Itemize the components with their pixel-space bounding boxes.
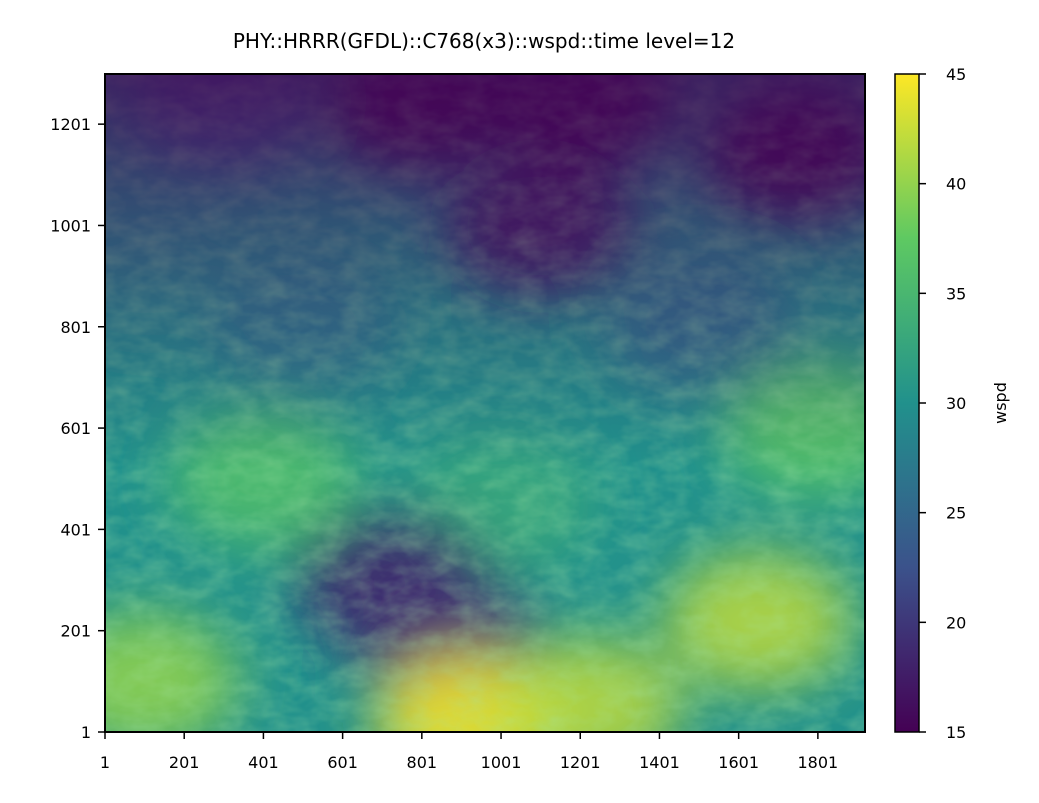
y-tick-label: 1	[81, 723, 91, 742]
colorbar-tick-label: 15	[946, 723, 966, 742]
x-tick-label: 1801	[798, 753, 839, 772]
chart-title: PHY::HRRR(GFDL)::C768(x3)::wspd::time le…	[233, 29, 735, 53]
y-tick-label: 1001	[50, 216, 91, 235]
colorbar-gradient	[894, 73, 920, 733]
colorbar-label: wspd	[991, 382, 1010, 424]
x-tick-label: 401	[248, 753, 279, 772]
x-tick-label: 1601	[718, 753, 759, 772]
colorbar: 15 20 25 30 35 40 45 wspd	[894, 65, 1010, 742]
y-tick-label: 601	[60, 419, 91, 438]
y-tick-label: 801	[60, 318, 91, 337]
colorbar-tick-label: 35	[946, 284, 966, 303]
colorbar-tick-label: 20	[946, 613, 966, 632]
x-tick-label: 601	[327, 753, 358, 772]
x-tick-label: 801	[407, 753, 438, 772]
colorbar-tick-label: 40	[946, 175, 966, 194]
x-axis: 1 201 401 601 801 1001 1201 1401 1601 1801	[100, 732, 838, 772]
x-tick-label: 201	[169, 753, 200, 772]
colorbar-tick-label: 30	[946, 394, 966, 413]
y-tick-label: 1201	[50, 115, 91, 134]
colorbar-tick-label: 45	[946, 65, 966, 84]
x-tick-label: 1401	[639, 753, 680, 772]
heatmap-plot-area	[105, 74, 865, 732]
y-tick-label: 201	[60, 622, 91, 641]
x-tick-label: 1201	[560, 753, 601, 772]
x-tick-label: 1	[100, 753, 110, 772]
colorbar-tick-label: 25	[946, 504, 966, 523]
y-tick-label: 401	[60, 520, 91, 539]
colorbar-axis: 15 20 25 30 35 40 45	[919, 65, 966, 742]
x-tick-label: 1001	[481, 753, 522, 772]
plot-frame	[104, 73, 866, 733]
